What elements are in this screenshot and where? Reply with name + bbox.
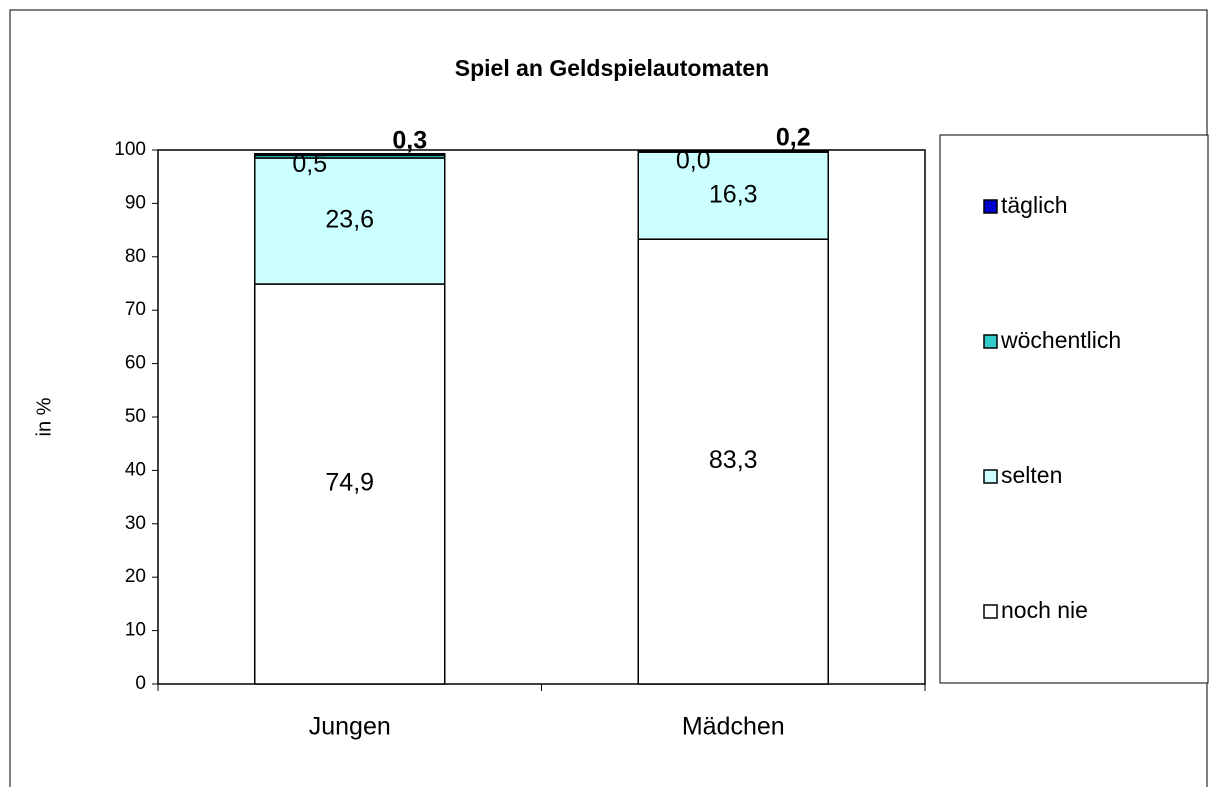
y-tick-label: 90 <box>125 192 146 213</box>
data-label: 23,6 <box>325 206 374 234</box>
x-tick-label: Jungen <box>309 713 391 741</box>
data-label: 0,3 <box>392 126 427 154</box>
y-tick-label: 100 <box>114 139 146 160</box>
legend-label: noch nie <box>1001 597 1088 623</box>
data-label: 16,3 <box>709 180 758 208</box>
bar-segment <box>637 238 829 685</box>
bar-segment <box>254 157 446 285</box>
bar-segment <box>254 283 446 685</box>
y-tick-label: 40 <box>125 459 146 480</box>
x-tick-label: Mädchen <box>682 713 785 741</box>
legend-swatch <box>983 469 998 484</box>
legend-swatch <box>983 334 998 349</box>
y-tick-label: 70 <box>125 299 146 320</box>
y-tick-label: 20 <box>125 566 146 587</box>
y-tick-label: 60 <box>125 353 146 374</box>
legend-label: täglich <box>1001 192 1067 218</box>
legend-swatch <box>983 199 998 214</box>
legend-label: wöchentlich <box>1000 327 1121 353</box>
y-tick-label: 50 <box>125 406 146 427</box>
data-label: 83,3 <box>709 446 758 474</box>
legend-swatch <box>983 604 998 619</box>
data-label: 0,2 <box>776 124 811 152</box>
y-tick-label: 80 <box>125 246 146 267</box>
data-label: 74,9 <box>325 469 374 497</box>
bar-segment <box>254 152 446 157</box>
y-axis-label: in % <box>33 397 55 436</box>
y-tick-label: 30 <box>125 513 146 534</box>
chart-title: Spiel an Geldspielautomaten <box>455 55 769 81</box>
legend-box <box>939 134 1209 684</box>
legend-label: selten <box>1001 462 1062 488</box>
bar-segment <box>637 150 829 153</box>
y-tick-label: 0 <box>135 673 146 694</box>
y-tick-label: 10 <box>125 620 146 641</box>
